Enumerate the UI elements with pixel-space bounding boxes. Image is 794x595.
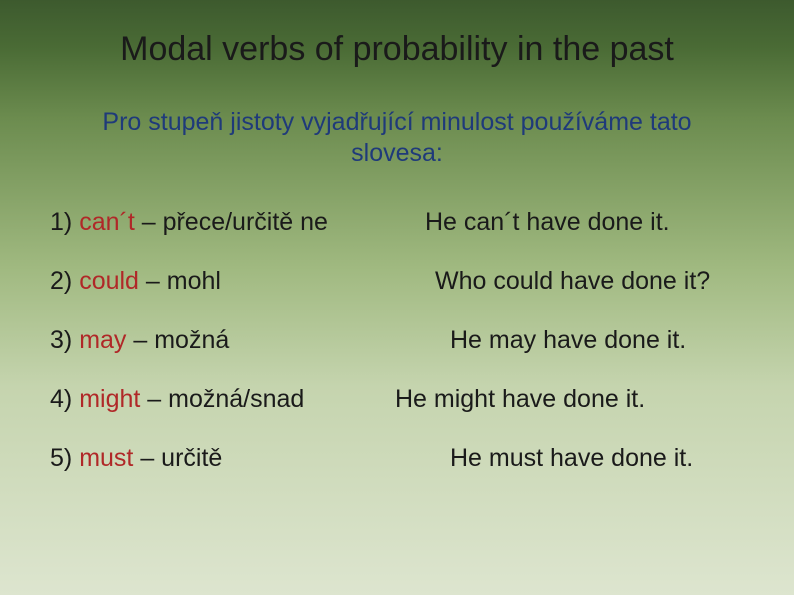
- modal-example: Who could have done it?: [395, 267, 744, 296]
- modal-meaning: – možná: [126, 326, 229, 354]
- list-item: 1) can´t – přece/určitě ne He can´t have…: [50, 208, 744, 237]
- item-number: 2): [50, 267, 79, 295]
- modal-definition: 2) could – mohl: [50, 267, 395, 296]
- modal-definition: 5) must – určitě: [50, 444, 395, 473]
- content-rows: 1) can´t – přece/určitě ne He can´t have…: [50, 208, 744, 473]
- slide-title: Modal verbs of probability in the past: [50, 30, 744, 69]
- modal-meaning: – mohl: [139, 267, 221, 295]
- subtitle-line-1: Pro stupeň jistoty vyjadřující minulost …: [102, 108, 691, 136]
- modal-example: He may have done it.: [395, 326, 744, 355]
- modal-verb: can´t: [79, 208, 135, 236]
- modal-definition: 4) might – možná/snad: [50, 385, 395, 414]
- modal-verb: could: [79, 267, 139, 295]
- modal-verb: might: [79, 385, 140, 413]
- modal-example: He might have done it.: [395, 385, 744, 414]
- item-number: 3): [50, 326, 79, 354]
- modal-example: He must have done it.: [395, 444, 744, 473]
- list-item: 3) may – možná He may have done it.: [50, 326, 744, 355]
- modal-definition: 3) may – možná: [50, 326, 395, 355]
- subtitle-line-2: slovesa:: [351, 139, 443, 167]
- list-item: 5) must – určitě He must have done it.: [50, 444, 744, 473]
- modal-verb: may: [79, 326, 126, 354]
- item-number: 1): [50, 208, 79, 236]
- item-number: 5): [50, 444, 79, 472]
- list-item: 4) might – možná/snad He might have done…: [50, 385, 744, 414]
- item-number: 4): [50, 385, 79, 413]
- modal-definition: 1) can´t – přece/určitě ne: [50, 208, 395, 237]
- modal-meaning: – určitě: [133, 444, 222, 472]
- modal-meaning: – přece/určitě ne: [135, 208, 328, 236]
- modal-example: He can´t have done it.: [395, 208, 744, 237]
- modal-verb: must: [79, 444, 133, 472]
- modal-meaning: – možná/snad: [140, 385, 304, 413]
- slide-subtitle: Pro stupeň jistoty vyjadřující minulost …: [50, 107, 744, 170]
- list-item: 2) could – mohl Who could have done it?: [50, 267, 744, 296]
- slide: Modal verbs of probability in the past P…: [0, 0, 794, 595]
